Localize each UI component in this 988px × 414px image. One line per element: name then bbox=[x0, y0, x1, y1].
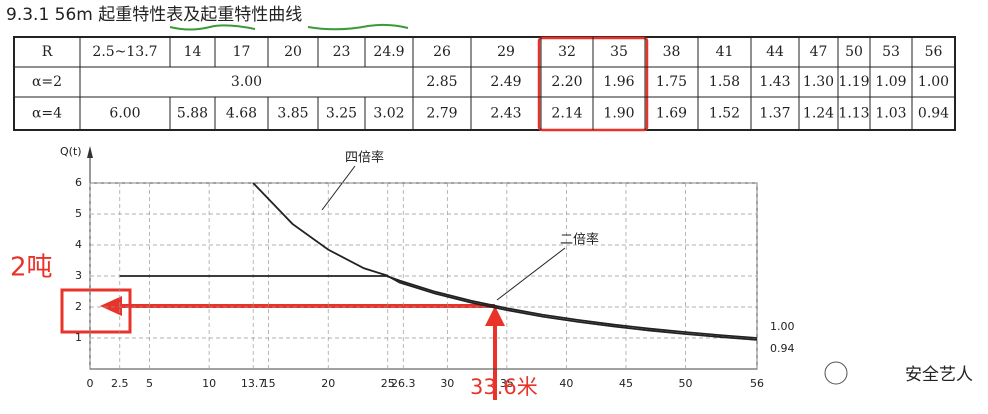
underline bbox=[169, 23, 409, 31]
table-cell: 6.00 bbox=[109, 106, 140, 122]
table-cell: 50 bbox=[845, 44, 863, 60]
table-cell: 1.03 bbox=[875, 106, 906, 122]
table-cell: 26 bbox=[433, 44, 451, 60]
table-cell: 2.14 bbox=[551, 106, 582, 122]
table-cell: 2.43 bbox=[490, 106, 521, 122]
table-cell: 2.5~13.7 bbox=[92, 44, 157, 60]
table-cell: 4.68 bbox=[226, 106, 257, 122]
series-label: 四倍率 bbox=[345, 150, 384, 166]
annotation: 0.94 bbox=[770, 342, 795, 355]
annotation: 33.6米 bbox=[470, 375, 538, 399]
x-tick-label: 0 bbox=[87, 377, 94, 390]
table-cell: 38 bbox=[663, 44, 681, 60]
table-cell: 1.43 bbox=[759, 74, 790, 90]
x-tick-label: 35 bbox=[500, 377, 514, 390]
table-cell: 2.20 bbox=[551, 74, 582, 90]
y-tick-label: 6 bbox=[75, 176, 82, 189]
x-tick-label: 26.3 bbox=[391, 377, 416, 390]
table-cell: 14 bbox=[184, 44, 202, 60]
y-tick-label: 1 bbox=[75, 331, 82, 344]
table-cell: 1.90 bbox=[603, 106, 634, 122]
table-cell: 3.85 bbox=[277, 106, 308, 122]
leader-line bbox=[321, 165, 356, 211]
arrow-head bbox=[100, 296, 122, 316]
y-tick-label: 5 bbox=[75, 207, 82, 220]
table-cell: 2.79 bbox=[426, 106, 457, 122]
table-cell: 1.09 bbox=[875, 74, 906, 90]
table-cell: R bbox=[42, 44, 53, 60]
x-tick-label: 10 bbox=[202, 377, 216, 390]
curve bbox=[252, 182, 758, 341]
target-box bbox=[60, 288, 132, 334]
x-tick-label: 56 bbox=[750, 377, 764, 390]
y-axis-label: Q(t) bbox=[60, 145, 82, 158]
x-tick-label: 13.7 bbox=[241, 377, 266, 390]
x-tick-label: 25 bbox=[381, 377, 395, 390]
table-cell: 1.58 bbox=[709, 74, 740, 90]
x-tick-label: 30 bbox=[440, 377, 454, 390]
table-cell: 1.19 bbox=[838, 74, 869, 90]
table-cell: 1.13 bbox=[838, 106, 869, 122]
table-cell: α=2 bbox=[32, 74, 62, 90]
red-marks bbox=[60, 288, 505, 400]
table-cell: 35 bbox=[610, 44, 628, 60]
annotation: 2吨 bbox=[10, 253, 53, 283]
table-cell: 0.94 bbox=[918, 106, 949, 122]
arrow-head bbox=[485, 306, 505, 326]
table-cell: 1.00 bbox=[918, 74, 949, 90]
table-cell: 47 bbox=[810, 44, 828, 60]
watermark-icon bbox=[824, 361, 848, 385]
table-cell: 1.24 bbox=[803, 106, 834, 122]
table-cell: 3.02 bbox=[373, 106, 404, 122]
curve bbox=[119, 275, 758, 339]
y-tick-label: 4 bbox=[75, 238, 82, 251]
table-cell: 1.52 bbox=[709, 106, 740, 122]
annotation: 1.00 bbox=[770, 320, 795, 333]
leader-line bbox=[496, 247, 566, 301]
y-tick-label: 3 bbox=[75, 269, 82, 282]
table-cell: 5.88 bbox=[177, 106, 208, 122]
table-cell: 2.49 bbox=[490, 74, 521, 90]
table-cell: 29 bbox=[497, 44, 515, 60]
x-tick-label: 45 bbox=[619, 377, 633, 390]
table-cell: 3.00 bbox=[231, 74, 262, 90]
table-cell: 1.37 bbox=[759, 106, 790, 122]
table-cell: 1.69 bbox=[656, 106, 687, 122]
table-cell: 17 bbox=[233, 44, 251, 60]
table-cell: 32 bbox=[558, 44, 576, 60]
table-cell: 56 bbox=[925, 44, 943, 60]
watermark: 安全艺人 bbox=[905, 365, 973, 385]
table-cell: 44 bbox=[766, 44, 784, 60]
table-cell: 3.25 bbox=[326, 106, 357, 122]
x-tick-label: 15 bbox=[262, 377, 276, 390]
x-tick-label: 40 bbox=[559, 377, 573, 390]
x-tick-label: 2.5 bbox=[111, 377, 129, 390]
table-cell: 1.75 bbox=[656, 74, 687, 90]
x-tick-label: 20 bbox=[321, 377, 335, 390]
y-axis-arrow bbox=[87, 146, 93, 158]
y-tick-label: 2 bbox=[75, 300, 82, 313]
table-cell: 24.9 bbox=[373, 44, 404, 60]
table-cell: α=4 bbox=[32, 106, 62, 122]
table-cell: 53 bbox=[882, 44, 900, 60]
table-cell: 2.85 bbox=[426, 74, 457, 90]
table-cell: 1.96 bbox=[603, 74, 634, 90]
table-cell: 41 bbox=[716, 44, 734, 60]
table-cell: 20 bbox=[284, 44, 302, 60]
series-label: 二倍率 bbox=[560, 232, 599, 248]
table-cell: 23 bbox=[333, 44, 351, 60]
x-tick-label: 50 bbox=[679, 377, 693, 390]
table-frame bbox=[13, 36, 956, 131]
x-tick-label: 5 bbox=[146, 377, 153, 390]
heading: 9.3.1 56m 起重特性表及起重特性曲线 bbox=[6, 5, 302, 25]
table-cell: 1.30 bbox=[803, 74, 834, 90]
